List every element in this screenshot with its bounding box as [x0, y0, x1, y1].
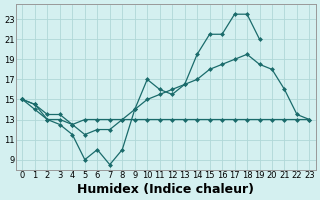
X-axis label: Humidex (Indice chaleur): Humidex (Indice chaleur)	[77, 183, 254, 196]
